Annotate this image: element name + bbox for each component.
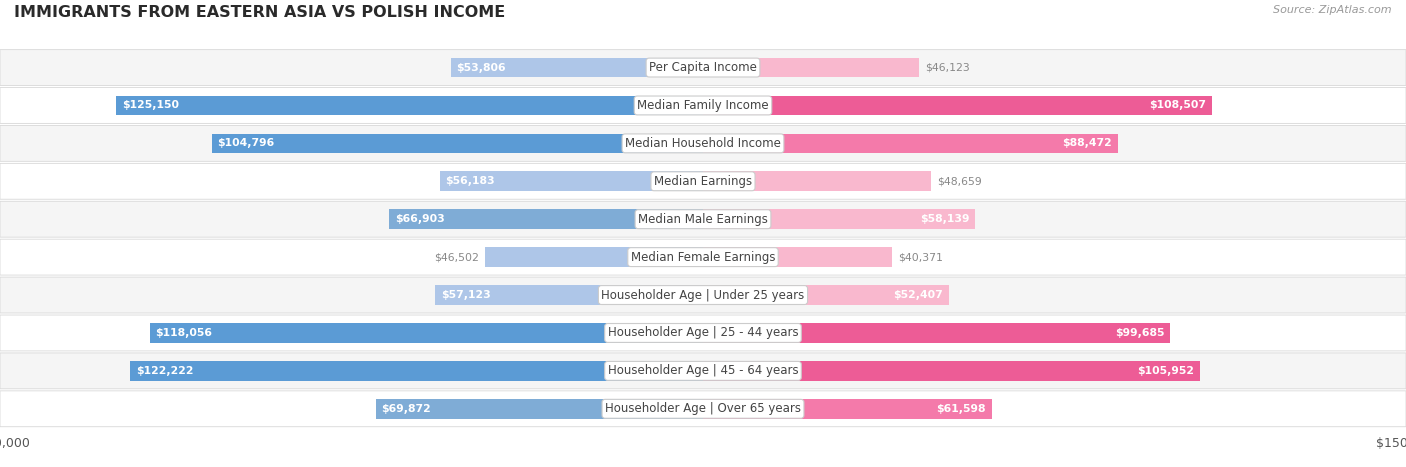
FancyBboxPatch shape (0, 239, 1406, 275)
Text: $53,806: $53,806 (457, 63, 506, 72)
FancyBboxPatch shape (0, 87, 1406, 123)
Text: Householder Age | 25 - 44 years: Householder Age | 25 - 44 years (607, 326, 799, 340)
Text: Median Male Earnings: Median Male Earnings (638, 212, 768, 226)
Text: $99,685: $99,685 (1115, 328, 1164, 338)
Text: Source: ZipAtlas.com: Source: ZipAtlas.com (1274, 5, 1392, 14)
Text: $108,507: $108,507 (1149, 100, 1206, 111)
FancyBboxPatch shape (0, 391, 1406, 427)
Text: $88,472: $88,472 (1063, 138, 1112, 149)
Bar (212, 134, 703, 153)
FancyBboxPatch shape (0, 353, 1406, 389)
Text: $58,139: $58,139 (921, 214, 970, 224)
Bar (703, 171, 931, 191)
Text: Householder Age | Over 65 years: Householder Age | Over 65 years (605, 402, 801, 415)
Bar (703, 323, 1170, 343)
FancyBboxPatch shape (0, 163, 1406, 199)
Bar (117, 96, 703, 115)
FancyBboxPatch shape (0, 277, 1406, 313)
Bar (703, 209, 976, 229)
Bar (440, 171, 703, 191)
Text: Householder Age | Under 25 years: Householder Age | Under 25 years (602, 289, 804, 302)
Text: $69,872: $69,872 (381, 404, 430, 414)
Text: IMMIGRANTS FROM EASTERN ASIA VS POLISH INCOME: IMMIGRANTS FROM EASTERN ASIA VS POLISH I… (14, 5, 505, 20)
Text: $105,952: $105,952 (1137, 366, 1194, 376)
Text: $48,659: $48,659 (936, 177, 981, 186)
Bar (703, 399, 991, 418)
Bar (485, 247, 703, 267)
Text: $46,123: $46,123 (925, 63, 970, 72)
Text: $40,371: $40,371 (898, 252, 942, 262)
Bar (703, 134, 1118, 153)
Bar (703, 247, 893, 267)
Text: $57,123: $57,123 (441, 290, 491, 300)
FancyBboxPatch shape (0, 201, 1406, 237)
FancyBboxPatch shape (0, 126, 1406, 161)
Text: $122,222: $122,222 (136, 366, 193, 376)
Text: $104,796: $104,796 (218, 138, 274, 149)
Text: Median Family Income: Median Family Income (637, 99, 769, 112)
Bar (149, 323, 703, 343)
Text: $61,598: $61,598 (936, 404, 986, 414)
Bar (131, 361, 703, 381)
Text: Median Earnings: Median Earnings (654, 175, 752, 188)
Text: Householder Age | 45 - 64 years: Householder Age | 45 - 64 years (607, 364, 799, 377)
Text: $66,903: $66,903 (395, 214, 444, 224)
Text: $125,150: $125,150 (122, 100, 179, 111)
Bar (451, 58, 703, 78)
Bar (375, 399, 703, 418)
Bar (703, 96, 1212, 115)
Text: $46,502: $46,502 (434, 252, 479, 262)
FancyBboxPatch shape (0, 315, 1406, 351)
Text: $52,407: $52,407 (893, 290, 943, 300)
FancyBboxPatch shape (0, 50, 1406, 85)
Text: Per Capita Income: Per Capita Income (650, 61, 756, 74)
Text: Median Female Earnings: Median Female Earnings (631, 251, 775, 264)
Text: $56,183: $56,183 (446, 177, 495, 186)
Text: $118,056: $118,056 (155, 328, 212, 338)
Bar (703, 285, 949, 305)
Bar (703, 58, 920, 78)
Bar (389, 209, 703, 229)
Text: Median Household Income: Median Household Income (626, 137, 780, 150)
Bar (703, 361, 1199, 381)
Bar (436, 285, 703, 305)
